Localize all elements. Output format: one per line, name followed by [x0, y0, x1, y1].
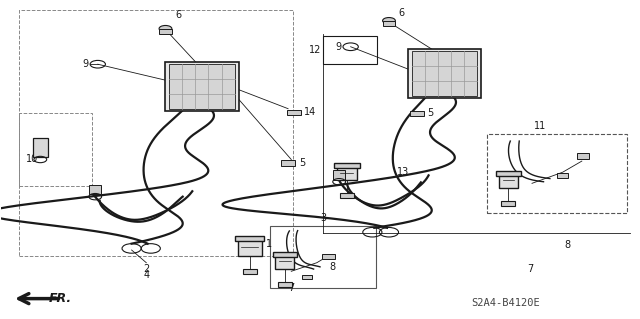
Bar	[33, 138, 48, 157]
Text: 5: 5	[300, 158, 306, 168]
Text: 5: 5	[428, 108, 433, 118]
Text: 8: 8	[564, 240, 571, 249]
Circle shape	[159, 26, 172, 32]
Text: 4: 4	[143, 270, 149, 280]
Bar	[19, 114, 92, 187]
Text: 11: 11	[534, 121, 547, 131]
Circle shape	[383, 18, 396, 24]
Bar	[273, 252, 297, 257]
Bar	[278, 282, 292, 287]
Bar	[412, 51, 477, 96]
Bar	[501, 201, 515, 206]
Bar	[302, 275, 312, 279]
Bar	[337, 165, 357, 180]
Bar	[169, 64, 235, 109]
Text: 6: 6	[175, 10, 181, 20]
Text: 3: 3	[320, 213, 326, 223]
Bar	[322, 254, 335, 259]
Bar	[557, 173, 568, 178]
Bar	[408, 49, 481, 98]
Text: 2: 2	[143, 264, 149, 274]
Bar	[577, 153, 589, 159]
Bar	[340, 193, 354, 198]
Bar	[237, 238, 262, 256]
Text: 9: 9	[335, 42, 341, 52]
Bar	[159, 29, 172, 34]
Text: 7: 7	[527, 264, 534, 274]
Text: S2A4-B4120E: S2A4-B4120E	[471, 298, 540, 308]
Text: 10: 10	[26, 154, 38, 165]
Bar	[90, 185, 101, 194]
Text: 9: 9	[83, 59, 89, 69]
Bar	[287, 110, 301, 115]
Bar	[275, 254, 294, 269]
Text: 7: 7	[288, 283, 294, 293]
Bar	[487, 134, 627, 213]
Bar	[243, 269, 257, 274]
Text: 1: 1	[266, 239, 272, 249]
Text: 13: 13	[397, 167, 409, 177]
Text: FR.: FR.	[49, 292, 72, 305]
Bar	[410, 111, 424, 116]
Bar	[383, 21, 396, 26]
Text: 6: 6	[399, 8, 405, 18]
Bar	[235, 236, 264, 241]
Bar	[334, 163, 360, 168]
Bar	[496, 171, 520, 176]
Text: 12: 12	[309, 45, 321, 55]
Bar	[270, 226, 376, 288]
Text: 14: 14	[304, 108, 316, 117]
Bar	[499, 173, 518, 188]
Bar	[281, 160, 295, 166]
Bar	[165, 62, 239, 111]
Bar	[333, 170, 345, 180]
Bar	[19, 10, 293, 256]
Bar	[323, 36, 378, 64]
Text: 8: 8	[330, 262, 336, 272]
